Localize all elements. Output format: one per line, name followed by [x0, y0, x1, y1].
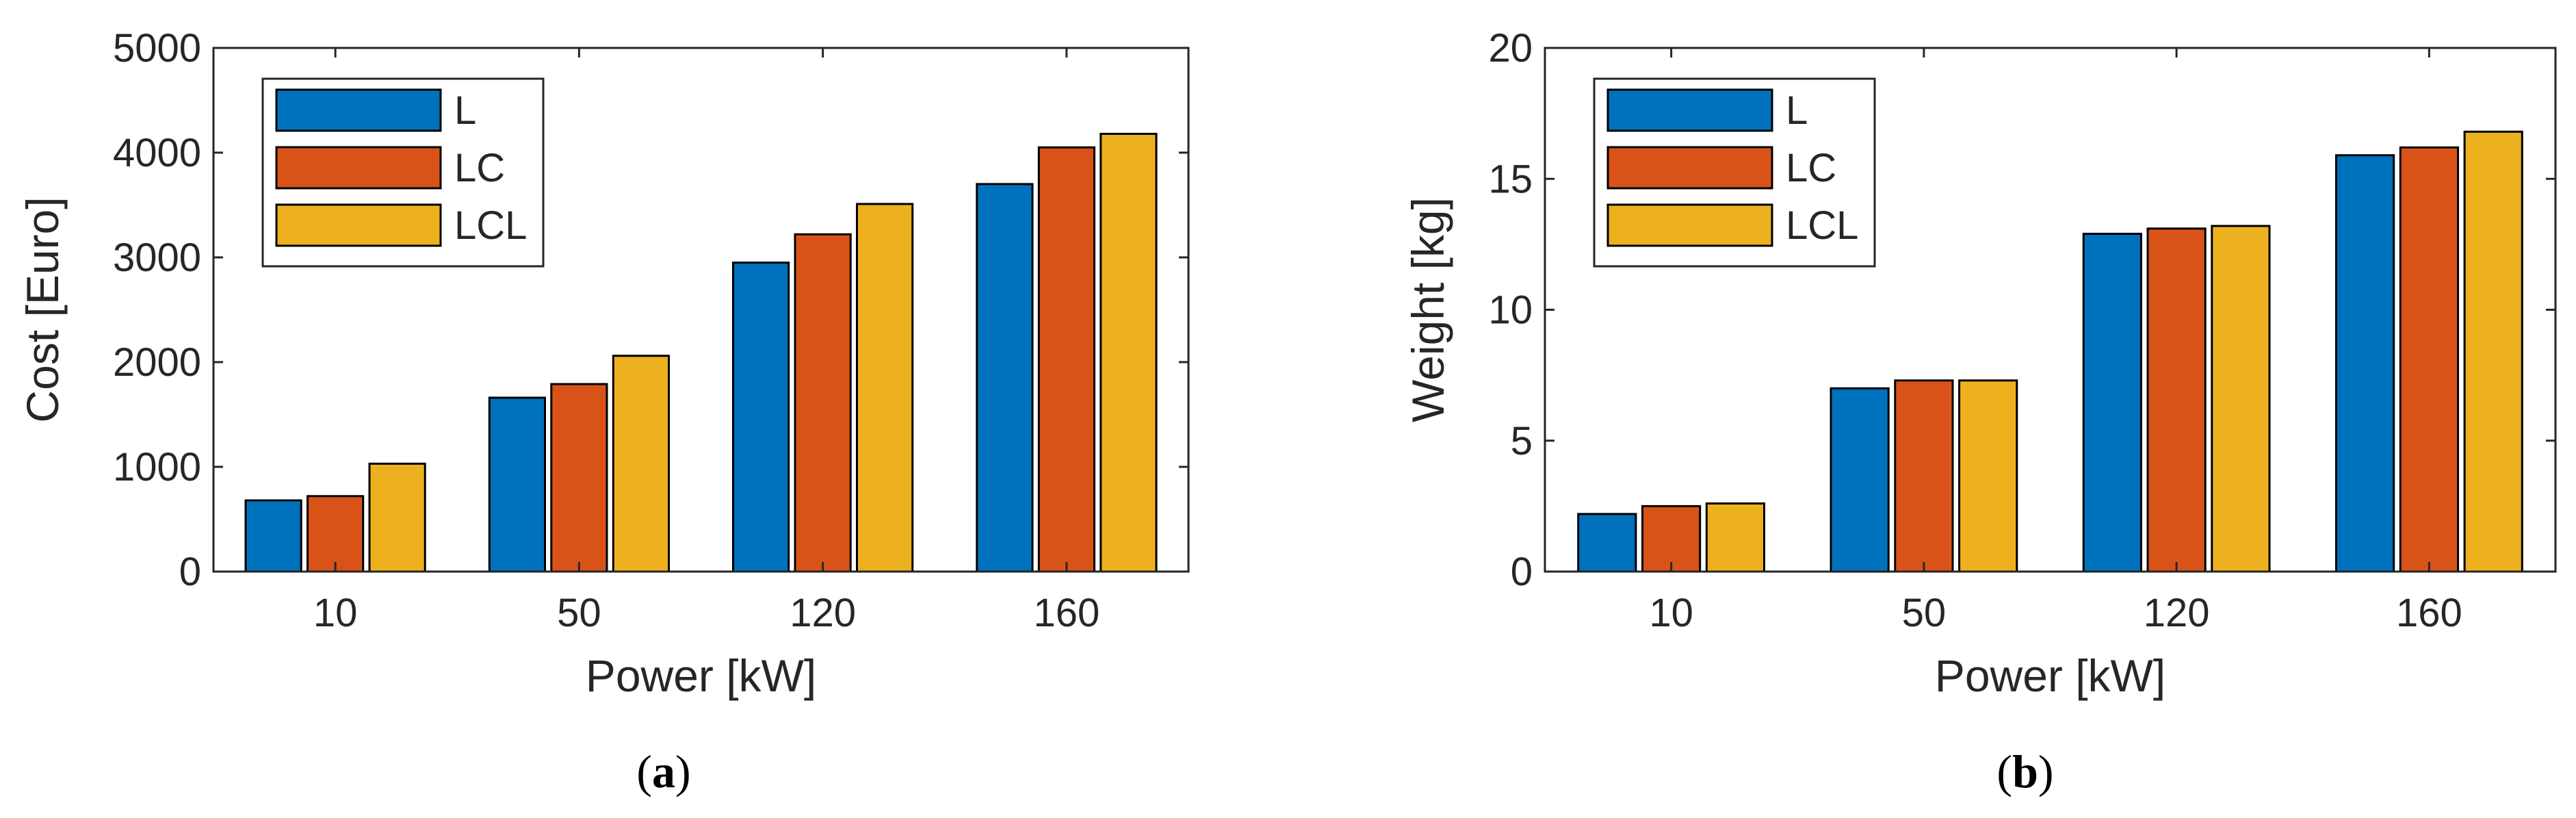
chart-a-cost: 0 1000 2000 3000 4000 5000 10 50 120 160 Power [kW…: [17, 26, 1190, 701]
bar-lcl-10: [1705, 502, 1766, 573]
bar-lcl-120: [856, 203, 914, 573]
x-tick-label: 160: [2396, 591, 2462, 635]
x-axis-label: Power [kW]: [586, 650, 816, 701]
legend-label-l: L: [1786, 88, 1808, 133]
caption-b: (b): [1996, 745, 2053, 797]
x-tick-label: 50: [1902, 591, 1947, 635]
y-tick-label: 5: [1511, 419, 1533, 463]
y-tick-label: 0: [1511, 550, 1533, 594]
bar-l-120: [2082, 233, 2142, 573]
y-axis-label: Weight [kg]: [1403, 197, 1453, 422]
y-tick-label: 10: [1488, 288, 1533, 333]
bar-lc-50: [1894, 379, 1954, 573]
legend-swatch-lcl: [1606, 203, 1773, 247]
x-tick-label: 120: [2144, 591, 2210, 635]
caption-a-letter: a: [652, 745, 675, 797]
caption-a: (a): [636, 745, 690, 797]
legend-label-lc: LC: [1786, 146, 1836, 190]
bar-lc-120: [2146, 227, 2207, 573]
bar-lcl-120: [2211, 225, 2271, 573]
bar-lc-120: [794, 233, 852, 573]
legend-swatch-lc: [275, 146, 442, 190]
bar-l-160: [2335, 154, 2395, 573]
legend-label-lcl: LCL: [1786, 203, 1858, 248]
x-tick-label: 50: [557, 591, 601, 635]
x-axis-label: Power [kW]: [1935, 650, 2165, 701]
bar-l-50: [488, 396, 546, 573]
bar-lc-10: [307, 495, 365, 573]
bar-lc-10: [1641, 504, 1702, 573]
legend-swatch-lc: [1606, 146, 1773, 190]
bar-l-120: [732, 261, 790, 573]
chart-b-weight: 0 5 10 15 20 10 50 120 160 Power [kW] Weight [kg] L…: [1403, 26, 2557, 701]
y-tick-label: 3000: [113, 235, 201, 280]
x-tick-label: 10: [313, 591, 358, 635]
bar-lcl-160: [2463, 130, 2523, 573]
legend-label-lc: LC: [454, 146, 505, 190]
bar-lcl-10: [368, 462, 426, 573]
y-tick-label: 1000: [113, 445, 201, 489]
bar-l-10: [244, 499, 302, 573]
bar-l-10: [1577, 513, 1637, 573]
x-tick-label: 160: [1033, 591, 1100, 635]
axes-box: [212, 47, 1190, 573]
bar-lc-50: [550, 383, 608, 573]
bar-lcl-50: [1958, 379, 2018, 573]
bar-l-50: [1830, 387, 1890, 573]
y-tick-label: 0: [179, 550, 201, 594]
y-axis-label: Cost [Euro]: [17, 196, 68, 422]
y-tick-label: 20: [1488, 26, 1533, 71]
x-tick-label: 10: [1649, 591, 1693, 635]
bar-lc-160: [1037, 146, 1096, 573]
bar-lcl-160: [1100, 133, 1158, 573]
y-tick-label: 15: [1488, 157, 1533, 201]
y-tick-label: 4000: [113, 131, 201, 175]
legend-label-l: L: [454, 88, 476, 133]
axes-box: [1544, 47, 2557, 573]
legend-swatch-l: [275, 88, 442, 132]
caption-b-letter: b: [2012, 745, 2038, 797]
legend-swatch-lcl: [275, 203, 442, 247]
legend-swatch-l: [1606, 88, 1773, 132]
x-tick-label: 120: [790, 591, 856, 635]
legend-label-lcl: LCL: [454, 203, 527, 248]
y-tick-label: 2000: [113, 340, 201, 385]
y-tick-label: 5000: [113, 26, 201, 71]
bar-l-160: [976, 183, 1034, 573]
bar-lc-160: [2399, 146, 2460, 573]
bar-lcl-50: [612, 355, 670, 573]
